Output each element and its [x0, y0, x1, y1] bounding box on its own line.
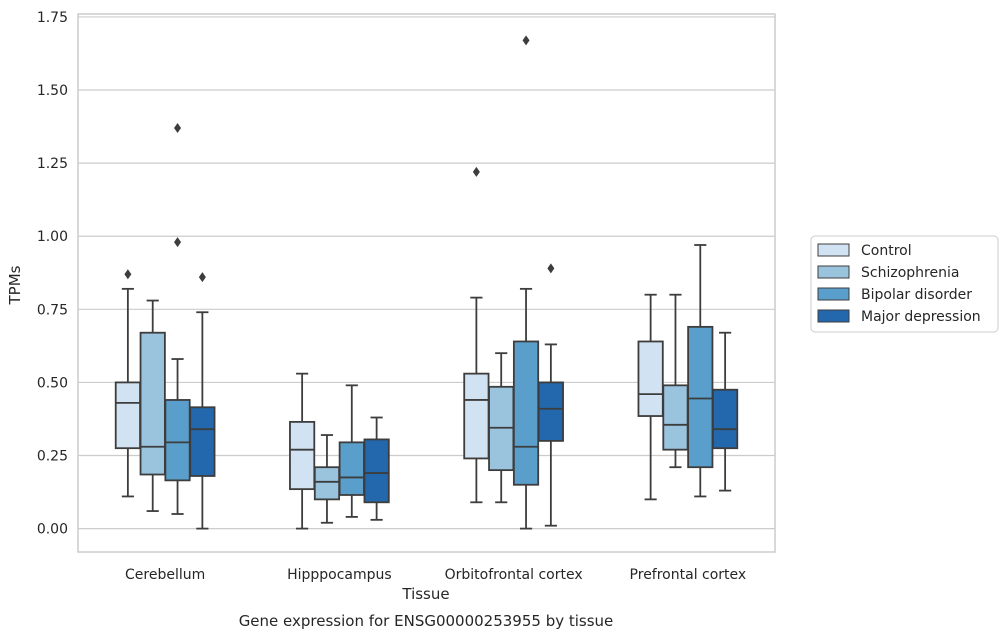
- box-1-0: [289, 372, 316, 530]
- box-3-1: [662, 293, 689, 469]
- box-iqr: [139, 331, 166, 476]
- box-2-3: [537, 263, 564, 527]
- y-axis-label: TPMs: [6, 265, 24, 305]
- outlier-point: [174, 123, 182, 134]
- box-0-0: [114, 269, 141, 498]
- box-iqr: [712, 388, 739, 450]
- box-2-2: [512, 35, 540, 530]
- x-tick-label: Cerebellum: [125, 567, 205, 583]
- plot-frame: [77, 13, 776, 553]
- y-tick-label: 1.75: [37, 10, 68, 26]
- box-2-1: [488, 352, 515, 504]
- x-tick-label: Orbitofrontal cortex: [445, 567, 583, 583]
- box-0-3: [189, 272, 216, 530]
- y-tick-label: 1.50: [37, 83, 68, 99]
- legend-item: Schizophrenia: [817, 265, 959, 281]
- box-iqr: [338, 441, 365, 496]
- y-tick-label: 0.50: [37, 375, 68, 391]
- box-iqr: [164, 399, 191, 482]
- outlier-point: [472, 166, 480, 177]
- legend-item: Major depression: [817, 309, 981, 325]
- box-groups: [114, 35, 739, 530]
- outlier-point: [522, 35, 530, 46]
- box-3-2: [687, 244, 714, 498]
- outlier-point: [174, 237, 182, 248]
- legend-swatch: [817, 243, 850, 257]
- legend-item: Bipolar disorder: [817, 287, 972, 303]
- box-1-3: [363, 416, 390, 521]
- y-tick-label: 0.75: [37, 302, 68, 318]
- legend-label: Schizophrenia: [861, 265, 959, 281]
- chart-caption: Gene expression for ENSG00000253955 by t…: [239, 612, 614, 630]
- box-3-3: [712, 331, 739, 492]
- legend-frame: [810, 235, 999, 333]
- box-iqr: [463, 372, 490, 460]
- box-iqr: [313, 466, 341, 501]
- box-2-0: [463, 166, 490, 504]
- box-1-1: [313, 434, 341, 524]
- box-0-2: [164, 123, 191, 515]
- box-iqr: [512, 340, 540, 486]
- box-iqr: [363, 438, 390, 504]
- box-iqr: [189, 406, 216, 477]
- x-axis-label: Tissue: [401, 585, 449, 603]
- box-0-1: [139, 299, 166, 512]
- outlier-point: [124, 269, 132, 280]
- outlier-point: [198, 272, 206, 283]
- x-tick-labels: Cerebellum Hipppocampus Orbitofrontal cort…: [125, 567, 746, 583]
- x-tick-label: Hipppocampus: [287, 567, 392, 583]
- legend-swatch: [817, 287, 850, 301]
- box-1-2: [338, 384, 365, 518]
- legend-swatch: [817, 265, 850, 279]
- box-iqr: [114, 381, 141, 450]
- legend-label: Bipolar disorder: [861, 287, 972, 303]
- legend-label: Control: [861, 243, 912, 259]
- x-tick-label: Prefrontal cortex: [630, 567, 747, 583]
- y-tick-label: 1.25: [37, 156, 68, 172]
- legend-label: Major depression: [861, 309, 981, 325]
- y-tick-label: 1.00: [37, 229, 68, 245]
- legend-item: Control: [817, 243, 912, 259]
- legend-swatch: [817, 309, 850, 323]
- box-iqr: [289, 420, 316, 491]
- box-iqr: [662, 384, 689, 451]
- y-tick-labels: 0.00 0.25 0.50 0.75 1.00 1.25 1.50 1.75: [37, 10, 68, 538]
- box-iqr: [537, 381, 564, 442]
- box-iqr: [687, 325, 714, 469]
- legend: Control Schizophrenia Bipolar disorder Majo…: [810, 235, 999, 333]
- y-tick-label: 0.00: [37, 522, 68, 538]
- y-tick-label: 0.25: [37, 449, 68, 465]
- box-3-0: [637, 293, 664, 501]
- box-iqr: [637, 340, 664, 417]
- outlier-point: [547, 263, 555, 274]
